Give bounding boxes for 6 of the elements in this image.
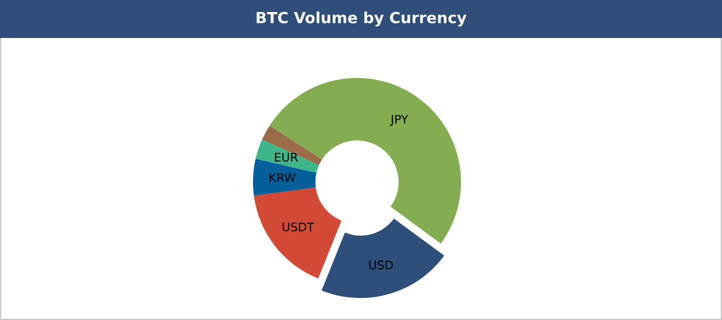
slice-label: JPY [390, 114, 408, 126]
slice-label: EUR [274, 152, 298, 162]
chart-title: BTC Volume by Currency [256, 12, 466, 26]
slice-label: USDT [282, 222, 314, 232]
slice-label: USD [369, 260, 393, 270]
slice-label: KRW [270, 173, 296, 182]
